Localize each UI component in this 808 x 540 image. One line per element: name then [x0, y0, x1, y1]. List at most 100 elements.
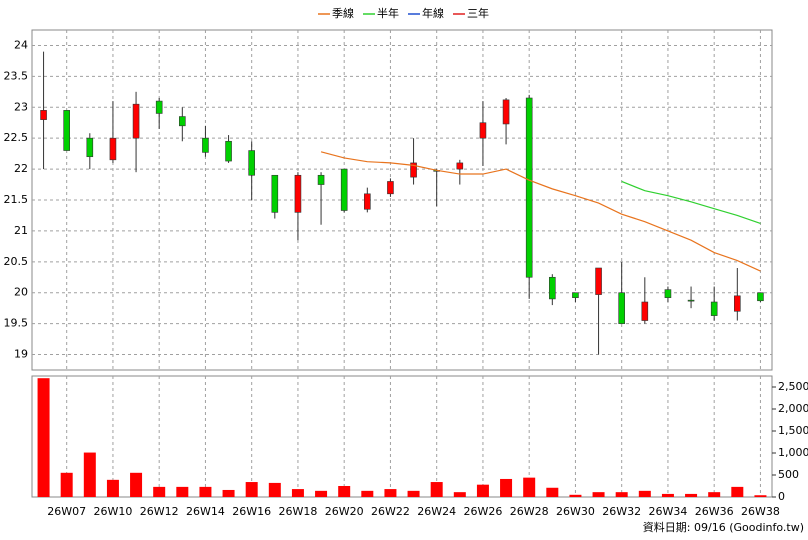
- candle-body: [340, 168, 348, 211]
- x-tick-label: 26W07: [47, 505, 86, 518]
- x-tick-label: 26W30: [556, 505, 595, 518]
- candle-body: [456, 162, 464, 170]
- candle-body: [734, 295, 741, 312]
- candle-body: [710, 301, 718, 316]
- x-tick-label: 26W38: [741, 505, 780, 518]
- volume-bar: [83, 452, 96, 497]
- volume-bar: [592, 492, 605, 497]
- candle-body: [248, 150, 255, 176]
- volume-bar: [176, 486, 189, 497]
- volume-bar: [708, 492, 721, 497]
- y-tick-label: 20: [14, 286, 28, 299]
- candle-body: [317, 174, 325, 185]
- x-tick-label: 26W32: [602, 505, 641, 518]
- candle-body: [63, 110, 70, 151]
- candle-body: [109, 137, 117, 161]
- x-tick-label: 26W24: [417, 505, 456, 518]
- volume-bar: [661, 493, 674, 497]
- candle-body: [155, 100, 163, 114]
- candle-body: [664, 289, 672, 298]
- candle-body: [502, 99, 510, 125]
- y-tick-label: 1,500: [778, 424, 808, 437]
- legend-label: 半年: [377, 6, 399, 20]
- volume-bar: [430, 482, 443, 497]
- candle-body: [86, 137, 94, 158]
- x-tick-label: 26W14: [186, 505, 225, 518]
- y-tick-label: 23.5: [4, 69, 29, 82]
- y-tick-label: 19.5: [4, 317, 29, 330]
- candle-body: [757, 292, 764, 302]
- volume-bar: [638, 490, 651, 497]
- y-tick-label: 2,000: [778, 402, 808, 415]
- volume-bar: [315, 490, 328, 497]
- volume-bar: [338, 486, 351, 497]
- candle-body: [641, 301, 649, 321]
- volume-bar: [453, 492, 466, 497]
- candle-body: [410, 162, 417, 178]
- ma-line: [621, 180, 761, 225]
- candle-body: [387, 181, 394, 195]
- candle-body: [132, 103, 140, 139]
- volume-bar: [106, 479, 119, 497]
- y-tick-label: 21.5: [4, 193, 29, 206]
- volume-bar: [569, 494, 582, 497]
- volume-panel: [31, 375, 773, 498]
- candle-body: [179, 116, 186, 127]
- candle-body: [687, 299, 695, 302]
- x-tick-label: 26W22: [371, 505, 410, 518]
- x-tick-label: 26W20: [325, 505, 364, 518]
- volume-bar: [500, 478, 513, 497]
- volume-bar: [60, 472, 73, 497]
- candle-body: [549, 276, 556, 300]
- volume-bar: [268, 482, 281, 497]
- volume-bar: [476, 484, 489, 497]
- x-tick-label: 26W18: [279, 505, 318, 518]
- candle-body: [618, 292, 625, 324]
- y-tick-label: 24: [14, 38, 28, 51]
- volume-bar: [245, 482, 258, 497]
- ma-line: [320, 151, 761, 272]
- price-panel: [31, 29, 773, 371]
- volume-bar: [615, 492, 628, 497]
- candle-body: [364, 193, 371, 210]
- x-tick-label: 26W28: [510, 505, 549, 518]
- volume-bar: [523, 477, 536, 497]
- volume-bar: [361, 490, 374, 497]
- candle-body: [202, 137, 209, 153]
- volume-bar: [130, 472, 143, 497]
- y-tick-label: 500: [778, 468, 799, 481]
- volume-bar: [37, 378, 50, 497]
- legend-label: 三年: [467, 6, 489, 20]
- y-tick-label: 23: [14, 100, 28, 113]
- candle-body: [479, 122, 487, 139]
- x-tick-label: 26W12: [140, 505, 179, 518]
- volume-bar: [153, 486, 166, 497]
- y-tick-label: 20.5: [4, 255, 29, 268]
- y-tick-label: 0: [778, 490, 785, 503]
- volume-bar: [546, 487, 559, 497]
- candle-body: [294, 174, 302, 213]
- y-tick-label: 22.5: [4, 131, 29, 144]
- volume-bar: [407, 490, 420, 497]
- y-tick-label: 22: [14, 162, 28, 175]
- x-tick-label: 26W34: [649, 505, 688, 518]
- candle-body: [225, 140, 232, 162]
- volume-bar: [291, 489, 304, 497]
- candle-body: [525, 97, 533, 278]
- volume-bar: [754, 495, 767, 497]
- x-tick-label: 26W10: [94, 505, 133, 518]
- candle-body: [572, 292, 579, 298]
- volume-bar: [731, 486, 744, 497]
- x-tick-label: 26W16: [232, 505, 271, 518]
- y-tick-label: 1,000: [778, 446, 808, 459]
- x-tick-label: 26W36: [695, 505, 734, 518]
- candle-body: [595, 267, 602, 295]
- candle-body: [40, 110, 47, 120]
- volume-bar: [199, 486, 212, 497]
- y-tick-label: 19: [14, 348, 28, 361]
- y-tick-label: 2,500: [778, 380, 808, 393]
- candle-body: [271, 174, 279, 213]
- volume-bar: [222, 489, 235, 497]
